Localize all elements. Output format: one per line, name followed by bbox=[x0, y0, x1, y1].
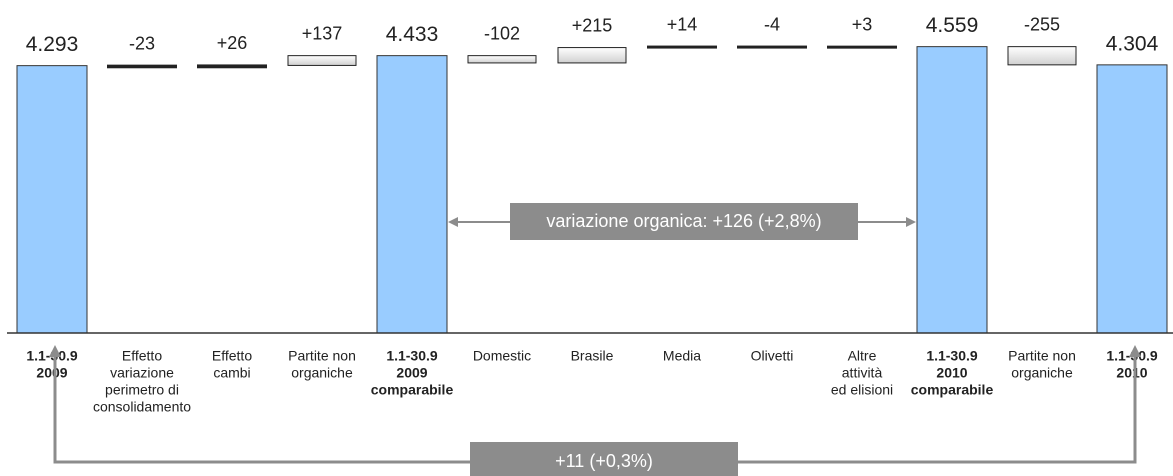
delta-bar bbox=[1007, 46, 1077, 66]
x-tick-label: consolidamento bbox=[93, 399, 191, 415]
annotation-box bbox=[510, 203, 858, 240]
annotation: variazione organica: +126 (+2,8%) bbox=[546, 211, 821, 231]
value-label: +137 bbox=[302, 23, 343, 43]
x-tick-label: perimetro di bbox=[105, 382, 179, 398]
value-label: +3 bbox=[852, 14, 873, 34]
x-tick-label: 2009 bbox=[396, 365, 427, 381]
delta-bar bbox=[197, 64, 267, 69]
value-label: +26 bbox=[217, 33, 248, 53]
total-bar bbox=[916, 46, 988, 334]
value-label: 4.293 bbox=[26, 33, 79, 56]
value-label: 4.559 bbox=[926, 14, 979, 37]
value-label: -4 bbox=[764, 14, 780, 34]
value-label: +215 bbox=[572, 15, 613, 35]
x-tick-label: Olivetti bbox=[751, 348, 794, 364]
x-tick-label: 2010 bbox=[1116, 365, 1147, 381]
annotation: +11 (+0,3%) bbox=[555, 451, 653, 471]
delta-bar bbox=[467, 55, 537, 64]
x-tick-label: Domestic bbox=[473, 348, 531, 364]
x-tick-label: Partite non bbox=[1008, 348, 1076, 364]
x-tick-label: Media bbox=[663, 348, 701, 364]
total-bar bbox=[1096, 64, 1168, 334]
x-tick-label: organiche bbox=[291, 365, 353, 381]
annotation-box bbox=[470, 442, 738, 476]
value-label: 4.304 bbox=[1106, 32, 1159, 55]
x-tick-label: Effetto bbox=[122, 348, 162, 364]
x-tick-label: attività bbox=[842, 365, 883, 381]
x-tick-label: 1.1-30.9 bbox=[926, 348, 978, 364]
delta-bar bbox=[647, 45, 717, 49]
x-tick-label: cambi bbox=[213, 365, 250, 381]
delta-bar bbox=[827, 45, 897, 49]
total-bar bbox=[16, 65, 88, 334]
x-tick-label: comparabile bbox=[911, 382, 994, 398]
x-tick-label: 1.1-30.9 bbox=[386, 348, 438, 364]
total-bar bbox=[376, 55, 448, 334]
delta-bar bbox=[557, 47, 627, 64]
x-tick-label: 2009 bbox=[36, 365, 67, 381]
value-label: -255 bbox=[1024, 14, 1060, 34]
delta-bar bbox=[107, 64, 177, 69]
x-tick-label: comparabile bbox=[371, 382, 454, 398]
x-tick-label: organiche bbox=[1011, 365, 1073, 381]
delta-bar bbox=[287, 55, 357, 66]
x-tick-label: Altre bbox=[848, 348, 877, 364]
x-tick-label: 2010 bbox=[936, 365, 967, 381]
x-tick-label: Partite non bbox=[288, 348, 356, 364]
value-label: -102 bbox=[484, 23, 520, 43]
x-tick-label: ed elisioni bbox=[831, 382, 893, 398]
x-tick-label: variazione bbox=[110, 365, 174, 381]
value-label: +14 bbox=[667, 14, 698, 34]
delta-bar bbox=[737, 45, 807, 49]
value-label: -23 bbox=[129, 33, 155, 53]
x-tick-label: Effetto bbox=[212, 348, 252, 364]
value-label: 4.433 bbox=[386, 23, 439, 46]
x-tick-label: Brasile bbox=[571, 348, 614, 364]
